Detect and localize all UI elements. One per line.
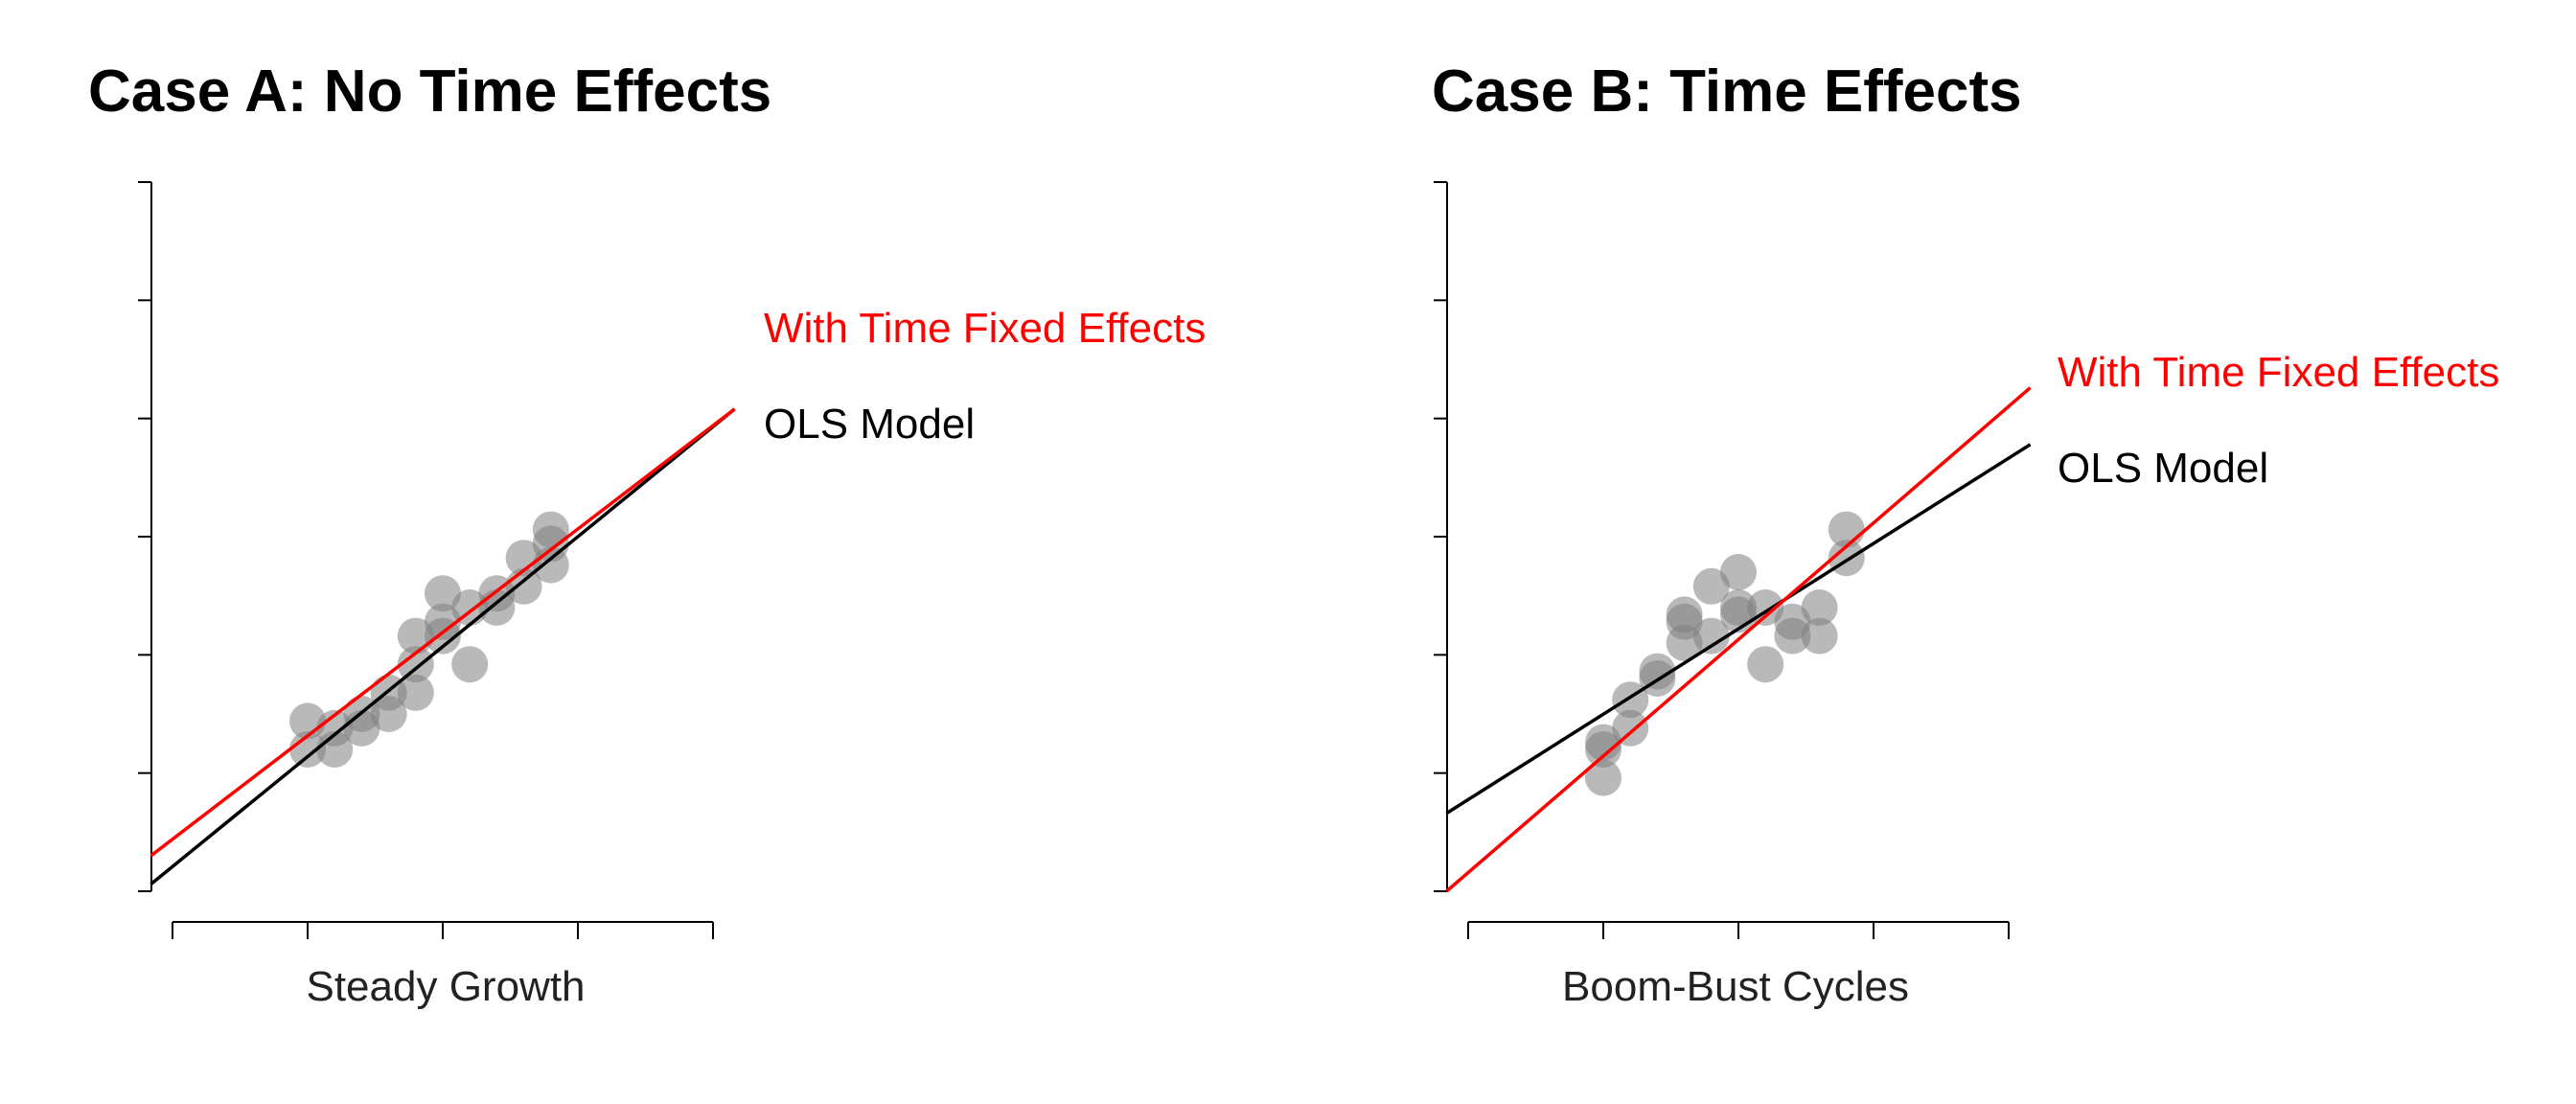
data-point xyxy=(1801,617,1838,655)
fe-regression-line xyxy=(1445,386,2032,893)
fe-line-label: With Time Fixed Effects xyxy=(764,305,1207,352)
data-point xyxy=(425,575,461,612)
x-axis-label: Boom-Bust Cycles xyxy=(1562,963,1909,1010)
data-point xyxy=(1666,596,1703,633)
data-point xyxy=(451,646,489,683)
data-point xyxy=(1639,653,1676,690)
data-point xyxy=(289,731,326,768)
plot-area xyxy=(138,181,736,939)
data-point xyxy=(1720,589,1757,626)
plot-area xyxy=(1434,181,2032,939)
ols-regression-line xyxy=(150,407,736,886)
data-point xyxy=(397,674,434,711)
data-point xyxy=(1747,646,1784,683)
chart-title: Case A: No Time Effects xyxy=(88,58,772,125)
ols-regression-line xyxy=(1445,443,2032,816)
panel-case-a: Case A: No Time Effects Steady Growth Wi… xyxy=(88,58,1207,1010)
fe-regression-line xyxy=(150,407,736,858)
ols-line-label: OLS Model xyxy=(764,401,976,448)
data-point xyxy=(1585,759,1622,796)
data-point xyxy=(397,646,434,683)
data-point xyxy=(1612,709,1649,747)
data-point xyxy=(1692,567,1730,605)
chart-title: Case B: Time Effects xyxy=(1432,58,2022,125)
x-axis-label: Steady Growth xyxy=(306,963,586,1010)
data-point xyxy=(1585,724,1622,761)
fe-line-label: With Time Fixed Effects xyxy=(2058,349,2500,396)
data-point xyxy=(1720,554,1757,590)
data-point xyxy=(1692,617,1730,655)
data-point xyxy=(425,603,461,640)
panel-case-b: Case B: Time Effects Boom-Bust Cycles Wi… xyxy=(1288,0,2576,1104)
data-point xyxy=(1801,589,1838,626)
ols-line-label: OLS Model xyxy=(2058,445,2269,492)
data-point xyxy=(1828,511,1865,548)
data-point xyxy=(1774,603,1811,640)
